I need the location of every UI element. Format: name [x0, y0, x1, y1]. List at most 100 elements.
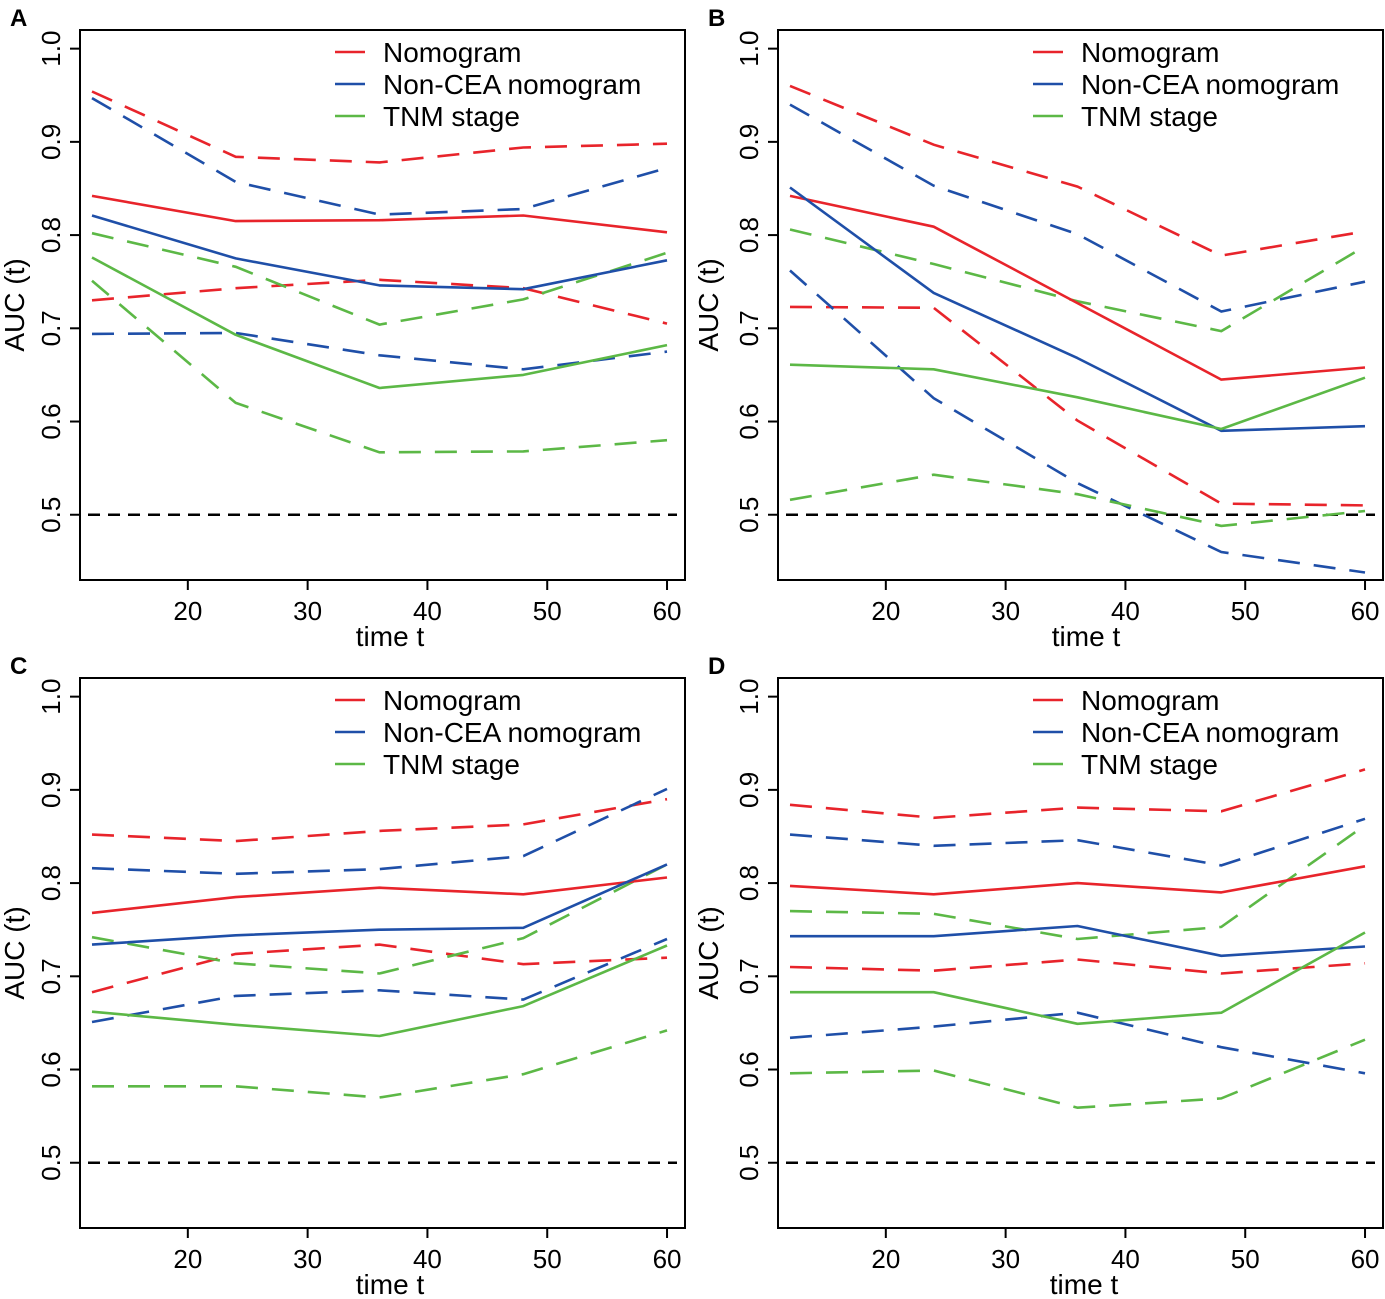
- panel-a-x-tick-label-30: 30: [293, 596, 322, 626]
- panel-a-legend-label-tnm: TNM stage: [383, 101, 520, 132]
- panel-b-y-tick-label-0.7: 0.7: [734, 310, 764, 346]
- panel-a-tnm-lower-ci: [91, 279, 668, 454]
- panel-b-x-tick-label-60: 60: [1351, 596, 1380, 626]
- panel-c-legend-label-tnm: TNM stage: [383, 749, 520, 780]
- panel-d-y-axis-title: AUC (t): [693, 906, 724, 999]
- panel-d-noncea-lower-ci: [789, 1011, 1366, 1075]
- panel-d-y-tick-label-0.9: 0.9: [734, 772, 764, 808]
- panel-b-x-tick-label-40: 40: [1111, 596, 1140, 626]
- panel-b-noncea-line: [789, 186, 1366, 433]
- panel-a-y-tick-label-0.7: 0.7: [36, 310, 66, 346]
- panel-c-y-tick-label-0.9: 0.9: [36, 772, 66, 808]
- panel-c-x-tick-label-60: 60: [653, 1244, 682, 1274]
- panel-b-tnm-upper-ci: [789, 228, 1366, 333]
- panel-c: C 20 30 40 50 60 0.5 0.6 0.7 0.8 0.9 1.0 time t AUC (…: [0, 653, 686, 1299]
- panel-d-y-tick-label-0.7: 0.7: [734, 958, 764, 994]
- panel-a-nomogram-lower-ci: [91, 278, 668, 325]
- panel-d-x-axis-title: time t: [1050, 1269, 1119, 1299]
- panel-d: D 20 30 40 50 60 0.5 0.6 0.7 0.8 0.9 1.0 time t AUC (…: [693, 653, 1384, 1299]
- panel-d-tnm-upper-ci: [789, 824, 1366, 941]
- panel-a-x-tick-label-20: 20: [173, 596, 202, 626]
- panel-c-legend-label-noncea: Non-CEA nomogram: [383, 717, 641, 748]
- panel-b-y-tick-label-1.0: 1.0: [734, 31, 764, 67]
- panel-b-y-tick-label-0.6: 0.6: [734, 403, 764, 439]
- panel-c-x-tick-label-50: 50: [533, 1244, 562, 1274]
- panel-a-nomogram-line: [91, 194, 668, 234]
- panel-d-letter: D: [708, 653, 725, 680]
- panel-a-y-tick-label-0.8: 0.8: [36, 217, 66, 253]
- panel-a-legend-label-nomogram: Nomogram: [383, 37, 521, 68]
- panel-b-plot-frame: [777, 29, 1384, 581]
- panel-c-tnm-lower-ci: [92, 1029, 668, 1099]
- panel-b-nomogram-lower-ci: [789, 305, 1366, 507]
- panel-b-x-axis-title: time t: [1052, 621, 1121, 652]
- panel-a-letter: A: [10, 5, 27, 32]
- panel-d-x-tick-label-40: 40: [1111, 1244, 1140, 1274]
- panel-a-y-tick-label-0.9: 0.9: [36, 124, 66, 160]
- panel-d-noncea-upper-ci: [789, 817, 1366, 867]
- panel-b: B 20 30 40 50 60 0.5 0.6 0.7 0.8 0.9 1.0 time t AUC (…: [693, 5, 1384, 652]
- panel-a-noncea-lower-ci: [91, 331, 668, 371]
- panel-d-y-tick-label-1.0: 1.0: [734, 679, 764, 715]
- panel-c-noncea-lower-ci: [91, 937, 668, 1024]
- panel-c-x-tick-label-20: 20: [173, 1244, 202, 1274]
- panel-b-nomogram-upper-ci: [789, 84, 1366, 257]
- panel-b-y-tick-label-0.5: 0.5: [734, 497, 764, 533]
- panel-a-legend-label-noncea: Non-CEA nomogram: [383, 69, 641, 100]
- panel-b-noncea-lower-ci: [789, 269, 1366, 574]
- panel-a-y-tick-label-0.5: 0.5: [36, 497, 66, 533]
- panel-c-x-axis-title: time t: [356, 1269, 425, 1299]
- panel-d-x-tick-label-50: 50: [1231, 1244, 1260, 1274]
- panel-c-y-axis-title: AUC (t): [0, 906, 30, 999]
- panel-a-tnm-upper-ci: [91, 231, 668, 326]
- panel-c-letter: C: [10, 653, 27, 680]
- panel-a-x-axis-title: time t: [356, 621, 425, 652]
- panel-b-x-tick-label-50: 50: [1231, 596, 1260, 626]
- panel-d-nomogram-lower-ci: [789, 958, 1366, 975]
- panel-c-y-tick-label-0.6: 0.6: [36, 1051, 66, 1087]
- panel-a-y-tick-label-0.6: 0.6: [36, 403, 66, 439]
- panel-d-legend-label-tnm: TNM stage: [1081, 749, 1218, 780]
- panel-c-y-tick-label-1.0: 1.0: [36, 679, 66, 715]
- panel-a: A 20 30 40 50 60 0.5 0.6 0.7 0.8 0.9 1.0 time t AUC (…: [0, 5, 686, 652]
- panel-c-plot-frame: [79, 677, 686, 1229]
- panel-b-y-tick-label-0.8: 0.8: [734, 217, 764, 253]
- panel-d-y-tick-label-0.8: 0.8: [734, 865, 764, 901]
- panel-a-x-tick-label-40: 40: [413, 596, 442, 626]
- panel-d-nomogram-line: [789, 865, 1366, 896]
- panel-d-y-tick-label-0.6: 0.6: [734, 1051, 764, 1087]
- panel-a-y-tick-label-1.0: 1.0: [36, 31, 66, 67]
- panel-b-y-tick-label-0.9: 0.9: [734, 124, 764, 160]
- panel-a-noncea-upper-ci: [91, 96, 668, 216]
- panel-d-x-tick-label-60: 60: [1351, 1244, 1380, 1274]
- panel-c-nomogram-lower-ci: [91, 943, 668, 994]
- panel-b-legend-label-noncea: Non-CEA nomogram: [1081, 69, 1339, 100]
- panel-c-tnm-upper-ci: [91, 863, 668, 975]
- panel-b-legend-label-nomogram: Nomogram: [1081, 37, 1219, 68]
- panel-d-y-tick-label-0.5: 0.5: [734, 1145, 764, 1181]
- panel-d-plot-frame: [777, 677, 1384, 1229]
- panel-b-nomogram-line: [789, 194, 1366, 381]
- panel-a-x-tick-label-60: 60: [653, 596, 682, 626]
- panel-b-legend-label-tnm: TNM stage: [1081, 101, 1218, 132]
- panel-d-tnm-lower-ci: [789, 1038, 1366, 1110]
- panel-b-x-tick-label-30: 30: [991, 596, 1020, 626]
- panel-d-noncea-line: [790, 924, 1366, 958]
- panel-d-x-tick-label-30: 30: [991, 1244, 1020, 1274]
- panel-a-x-tick-label-50: 50: [533, 596, 562, 626]
- panel-c-y-tick-label-0.8: 0.8: [36, 865, 66, 901]
- panel-d-legend-label-nomogram: Nomogram: [1081, 685, 1219, 716]
- panel-b-x-tick-label-20: 20: [871, 596, 900, 626]
- panel-a-tnm-line: [91, 256, 668, 390]
- panel-d-tnm-line: [790, 931, 1366, 1026]
- panel-b-y-axis-title: AUC (t): [693, 258, 724, 351]
- panel-c-x-tick-label-30: 30: [293, 1244, 322, 1274]
- panel-b-tnm-lower-ci: [789, 473, 1366, 528]
- panel-a-nomogram-upper-ci: [91, 90, 668, 164]
- panel-b-noncea-upper-ci: [789, 103, 1366, 313]
